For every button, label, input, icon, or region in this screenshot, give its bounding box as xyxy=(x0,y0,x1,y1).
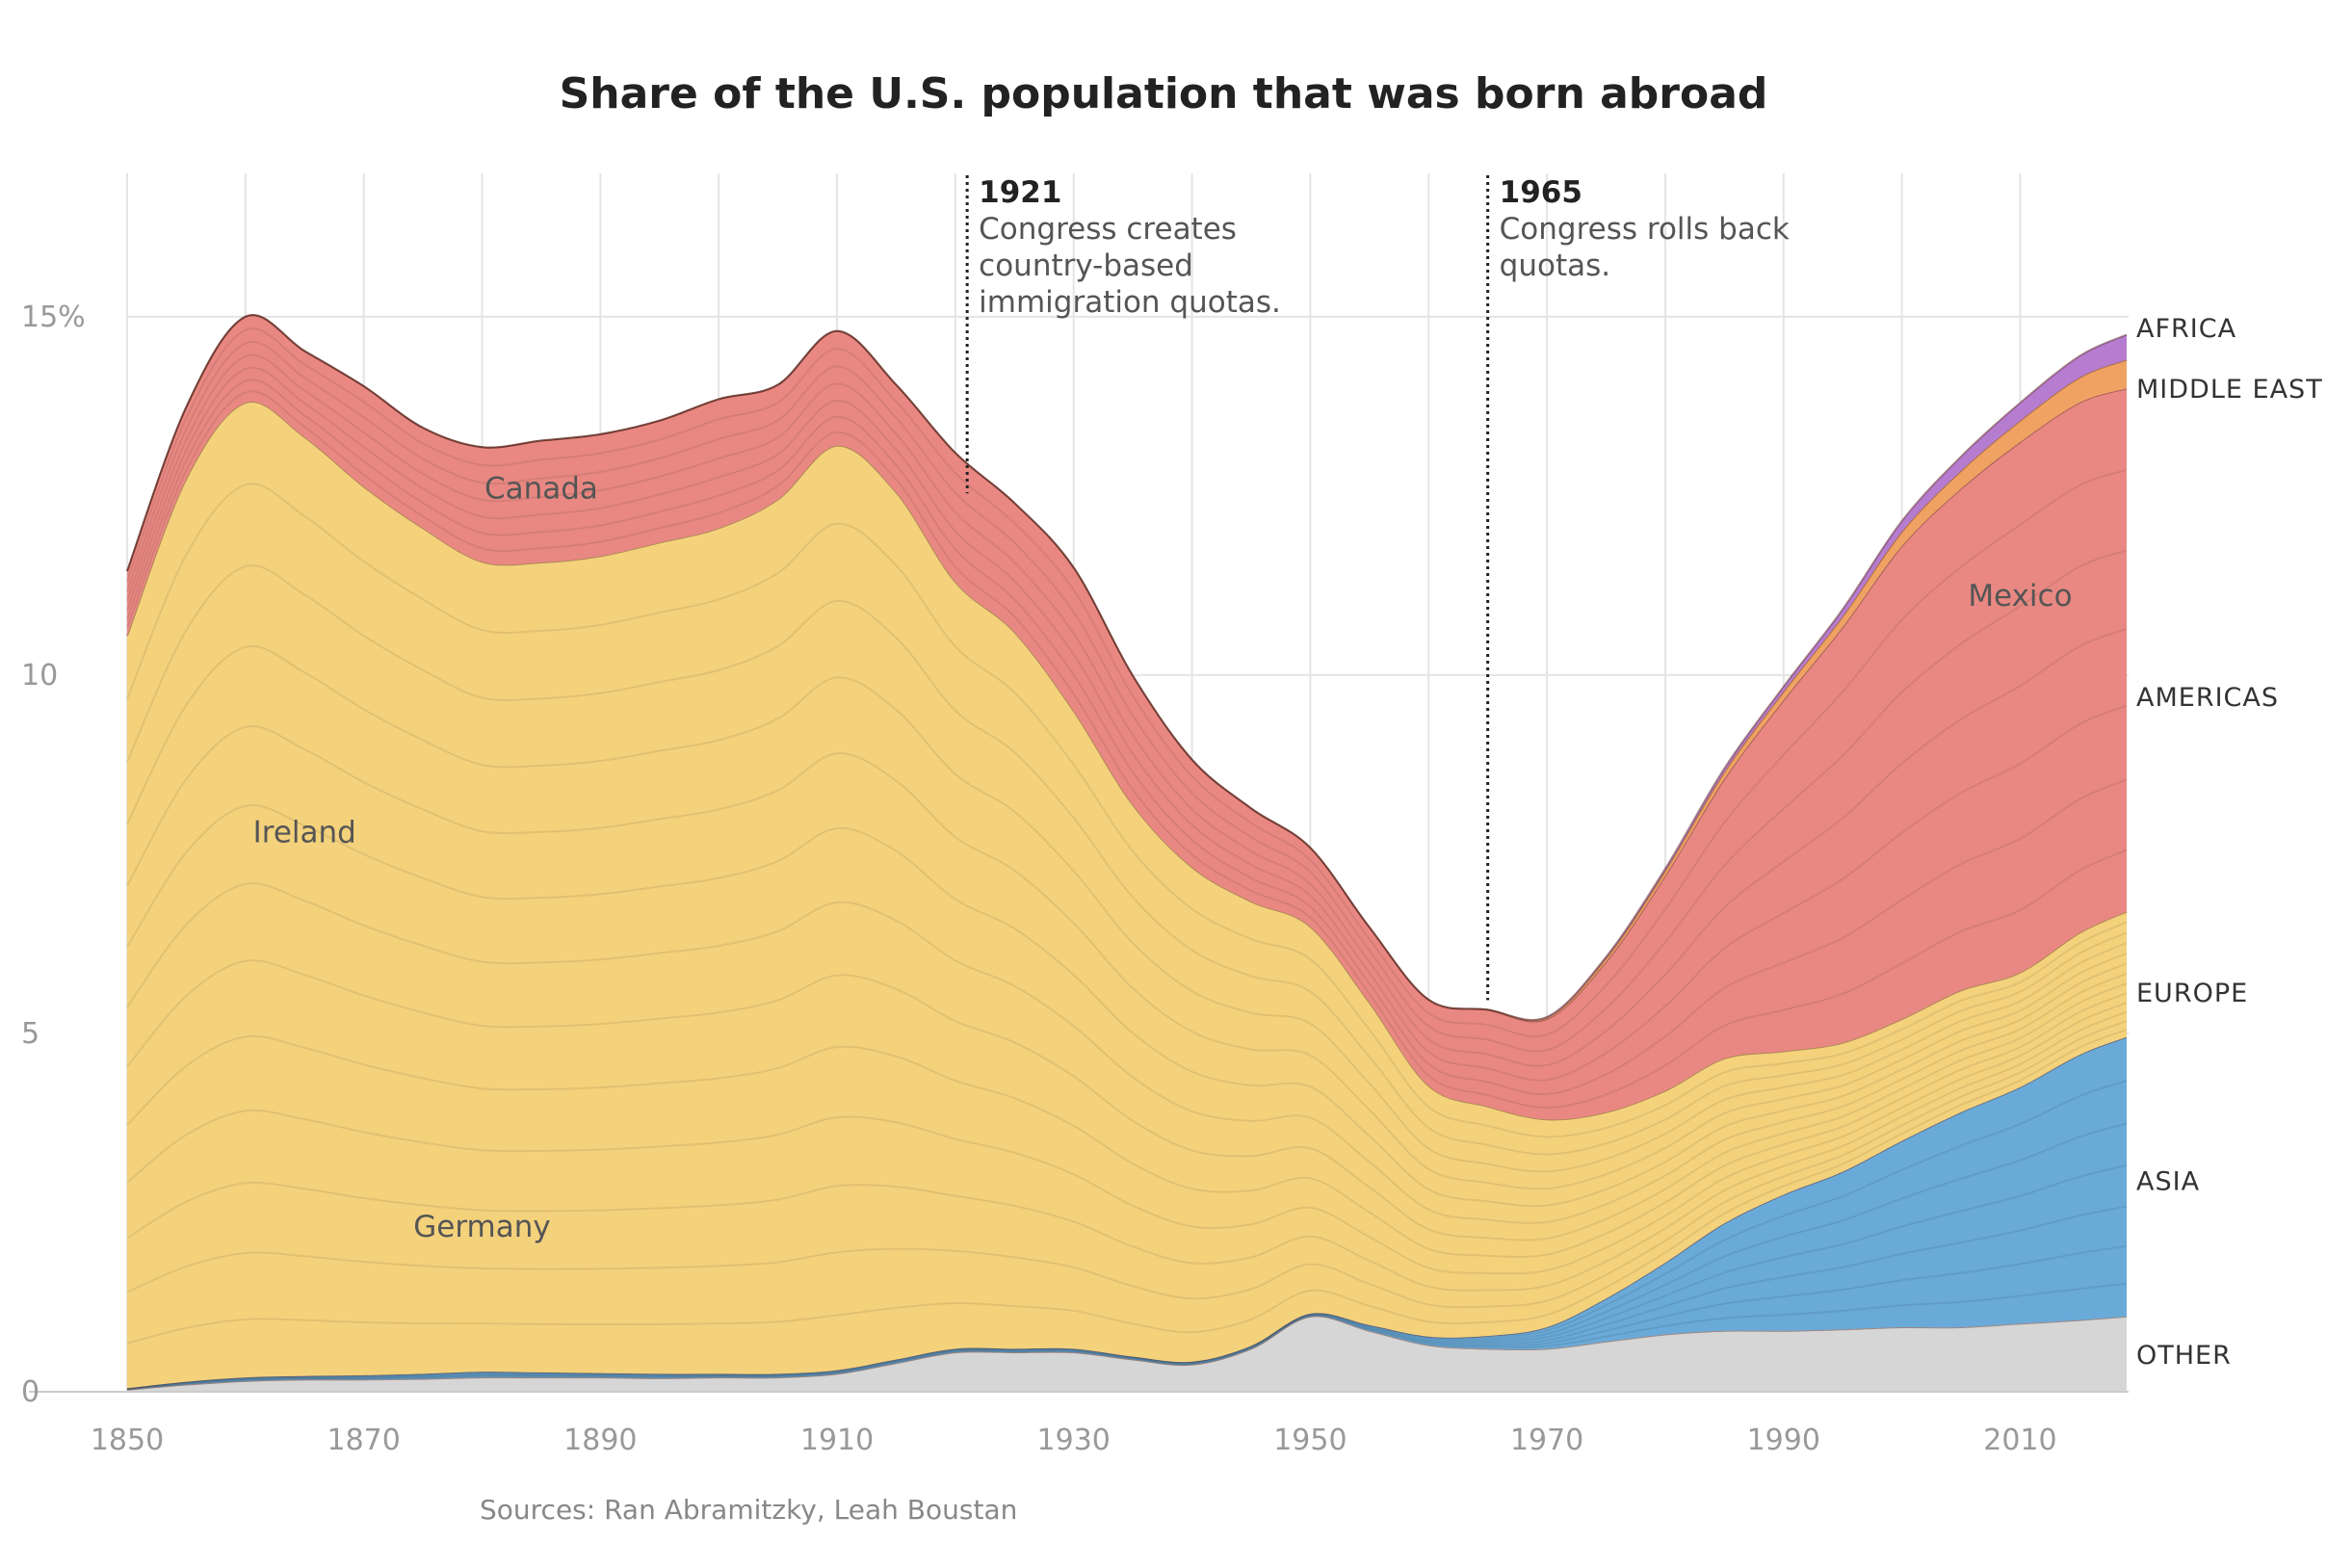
region-label-europe: EUROPE xyxy=(2136,979,2248,1008)
area-stratum-americas xyxy=(126,353,2128,1067)
x-tick-label: 1950 xyxy=(1273,1424,1347,1457)
annotation-text-1921: Congress creates xyxy=(979,212,1237,247)
annotation-year-1921: 1921 xyxy=(979,175,1061,210)
area-asia xyxy=(127,1036,2127,1390)
area-stratum-europe xyxy=(126,992,2128,1258)
area-stratum-americas xyxy=(126,366,2128,1082)
area-stratum-europe xyxy=(126,1020,2128,1309)
x-tick-label: 1910 xyxy=(800,1424,874,1457)
area-stratum-europe xyxy=(126,1002,2128,1275)
x-tick-label: 2010 xyxy=(1983,1424,2056,1457)
area-stratum-europe xyxy=(126,483,2128,1138)
x-tick-label: 1870 xyxy=(327,1424,401,1457)
annotation-text-1965: Congress rolls back xyxy=(1500,212,1790,247)
area-stratum-europe xyxy=(126,563,2128,1156)
y-tick-label: 15% xyxy=(21,301,86,334)
inline-label-germany: Germany xyxy=(413,1210,550,1244)
area-stratum-asia xyxy=(126,1244,2128,1391)
stacked-areas xyxy=(126,314,2128,1392)
area-stratum-europe xyxy=(126,959,2128,1241)
inline-label-canada: Canada xyxy=(484,471,598,506)
area-stratum-americas xyxy=(126,340,2128,1053)
area-stratum-europe xyxy=(126,1010,2128,1292)
annotation-text-1965: quotas. xyxy=(1500,248,1610,283)
annotation-text-1921: country-based xyxy=(979,248,1193,283)
area-edge-africa xyxy=(126,314,2128,1021)
area-other xyxy=(127,1316,2127,1392)
area-stratum-asia xyxy=(126,1122,2128,1390)
inline-label-mexico: Mexico xyxy=(1968,579,2072,614)
area-europe xyxy=(127,401,2127,1389)
chart-title: Share of the U.S. population that was bo… xyxy=(560,69,1768,118)
area-stratum-europe xyxy=(126,724,2128,1190)
area-stratum-americas xyxy=(126,379,2128,1096)
area-stratum-asia xyxy=(126,1164,2128,1390)
area-stratum-europe xyxy=(126,1028,2128,1345)
y-tick-label: 5 xyxy=(21,1017,39,1051)
area-stratum-asia xyxy=(126,1205,2128,1391)
area-americas xyxy=(127,315,2127,1120)
region-label-other: OTHER xyxy=(2136,1341,2232,1371)
inline-label-ireland: Ireland xyxy=(253,816,356,850)
region-label-americas: AMERICAS xyxy=(2136,683,2279,713)
area-stratum-americas xyxy=(126,390,2128,1109)
region-label-africa: AFRICA xyxy=(2136,314,2236,344)
y-tick-label: 0 xyxy=(21,1375,39,1409)
axes: 1850 1870 1890 1910 1930 1950 1970 1990 2010 0 5 10… xyxy=(21,301,2129,1457)
area-stratum-europe xyxy=(126,882,2128,1224)
area-stratum-europe xyxy=(126,804,2128,1208)
y-tick-label: 10 xyxy=(21,659,58,693)
series-labels: OTHER ASIA EUROPE AMERICAS MIDDLE EAST AFRICA… xyxy=(253,314,2323,1371)
x-tick-label: 1890 xyxy=(563,1424,637,1457)
x-tick-label: 1970 xyxy=(1510,1424,1583,1457)
annotation-year-1965: 1965 xyxy=(1500,175,1582,210)
x-tick-label: 1990 xyxy=(1747,1424,1820,1457)
region-label-asia: ASIA xyxy=(2136,1166,2200,1196)
area-stratum-asia xyxy=(126,1282,2128,1391)
x-tick-label: 1850 xyxy=(91,1424,164,1457)
annotation-text-1921: immigration quotas. xyxy=(979,285,1281,320)
area-stratum-europe xyxy=(126,644,2128,1173)
region-label-middle-east: MIDDLE EAST xyxy=(2136,375,2323,405)
x-tick-label: 1930 xyxy=(1037,1424,1111,1457)
area-stratum-americas xyxy=(126,327,2128,1038)
area-stratum-asia xyxy=(126,1079,2128,1390)
source-note: Sources: Ran Abramitzky, Leah Boustan xyxy=(480,1494,1017,1526)
